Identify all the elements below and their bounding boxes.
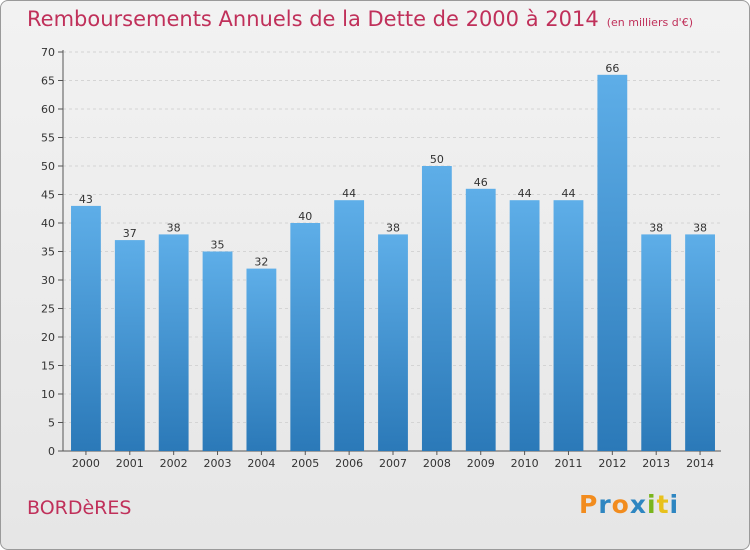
bar xyxy=(597,74,628,452)
proxiti-logo: Proxiti xyxy=(579,490,679,519)
y-tick-label: 0 xyxy=(48,445,55,458)
bar xyxy=(334,200,365,451)
data-label: 43 xyxy=(79,193,93,206)
data-label: 44 xyxy=(518,187,532,200)
x-tick-label: 2001 xyxy=(116,457,144,470)
logo-letter: r xyxy=(598,490,612,519)
bar xyxy=(641,234,672,451)
x-tick-label: 2000 xyxy=(72,457,100,470)
bar xyxy=(465,188,496,452)
data-label: 44 xyxy=(561,187,575,200)
y-tick-label: 30 xyxy=(41,274,55,287)
y-tick-label: 60 xyxy=(41,103,55,116)
data-label: 44 xyxy=(342,187,356,200)
x-tick-label: 2005 xyxy=(291,457,319,470)
y-tick-label: 40 xyxy=(41,217,55,230)
y-tick-label: 25 xyxy=(41,303,55,316)
bar xyxy=(685,234,715,451)
logo-letter: t xyxy=(656,490,670,519)
bar xyxy=(114,240,145,451)
y-tick-label: 45 xyxy=(41,189,55,202)
data-label: 38 xyxy=(167,221,181,234)
data-label: 38 xyxy=(386,221,400,234)
x-tick-label: 2010 xyxy=(511,457,539,470)
data-label: 46 xyxy=(474,176,488,189)
x-tick-label: 2014 xyxy=(686,457,714,470)
data-label: 38 xyxy=(649,221,663,234)
y-tick-label: 55 xyxy=(41,132,55,145)
bar xyxy=(158,234,189,451)
x-tick-label: 2013 xyxy=(642,457,670,470)
bar xyxy=(246,268,277,451)
logo-letter: x xyxy=(629,490,647,519)
city-name: BORDèRES xyxy=(27,497,132,519)
data-label: 32 xyxy=(254,256,268,269)
bar xyxy=(290,223,321,451)
y-tick-label: 15 xyxy=(41,360,55,373)
chart-unit: (en milliers d'€) xyxy=(606,16,693,29)
logo-letter: P xyxy=(579,490,599,519)
x-tick-label: 2012 xyxy=(598,457,626,470)
bar xyxy=(553,200,584,451)
y-tick-label: 50 xyxy=(41,160,55,173)
logo-letter: i xyxy=(647,490,657,519)
data-label: 40 xyxy=(298,210,312,223)
y-tick-label: 70 xyxy=(41,46,55,59)
x-tick-label: 2006 xyxy=(335,457,363,470)
x-tick-label: 2002 xyxy=(160,457,188,470)
x-tick-label: 2008 xyxy=(423,457,451,470)
y-tick-label: 20 xyxy=(41,331,55,344)
bar xyxy=(378,234,408,451)
y-tick-label: 65 xyxy=(41,75,55,88)
logo-letter: o xyxy=(611,490,630,519)
data-label: 50 xyxy=(430,153,444,166)
y-tick-label: 5 xyxy=(48,417,55,430)
bar xyxy=(421,166,452,451)
data-label: 35 xyxy=(211,239,225,252)
y-tick-label: 35 xyxy=(41,246,55,259)
x-tick-label: 2011 xyxy=(554,457,582,470)
bar xyxy=(202,251,233,451)
x-tick-label: 2003 xyxy=(204,457,232,470)
logo-letter: i xyxy=(669,490,680,519)
bar xyxy=(509,200,540,451)
bar xyxy=(71,205,101,451)
x-tick-label: 2007 xyxy=(379,457,407,470)
data-label: 38 xyxy=(693,221,707,234)
chart-title-text: Remboursements Annuels de la Dette de 20… xyxy=(27,7,599,31)
y-tick-label: 10 xyxy=(41,388,55,401)
data-label: 66 xyxy=(605,62,619,75)
x-tick-label: 2004 xyxy=(247,457,275,470)
x-tick-label: 2009 xyxy=(467,457,495,470)
data-label: 37 xyxy=(123,227,137,240)
chart-title: Remboursements Annuels de la Dette de 20… xyxy=(27,7,693,31)
